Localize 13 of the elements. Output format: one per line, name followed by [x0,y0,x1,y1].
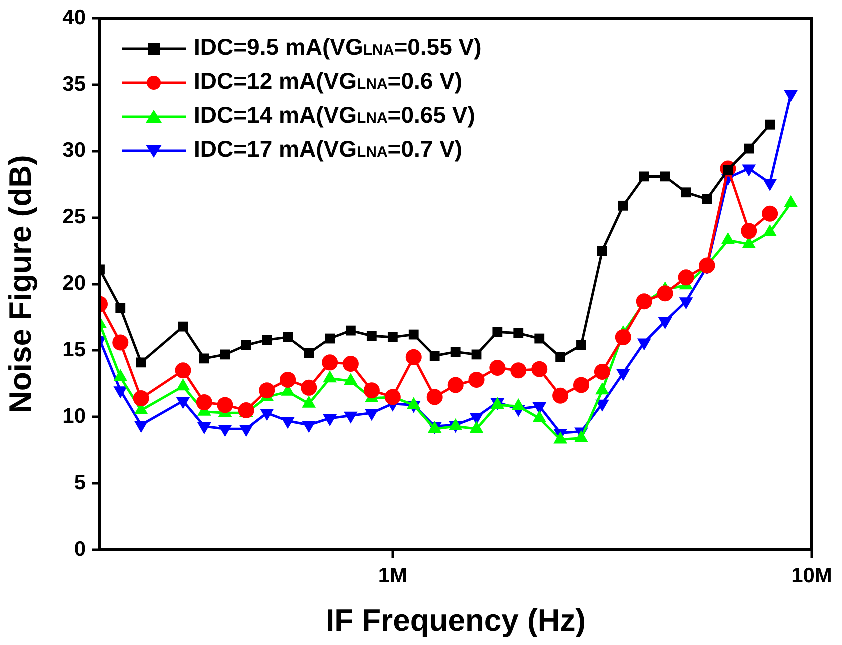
y-tick-label: 30 [62,139,86,162]
y-tick-label: 40 [62,6,86,30]
y-tick-label: 20 [62,272,86,296]
y-tick-label: 0 [74,538,86,561]
x-tick-label: 10M [792,564,832,588]
y-tick-label: 15 [62,338,86,362]
y-tick-label: 25 [62,206,86,229]
y-axis-title: Noise Figure (dB) [3,155,38,414]
y-tick-label: 10 [62,404,86,428]
y-tick-label: 35 [62,72,86,96]
y-tick-label: 5 [74,471,86,494]
x-axis-title: IF Frequency (Hz) [326,602,586,638]
x-tick-label: 1M [378,564,408,588]
